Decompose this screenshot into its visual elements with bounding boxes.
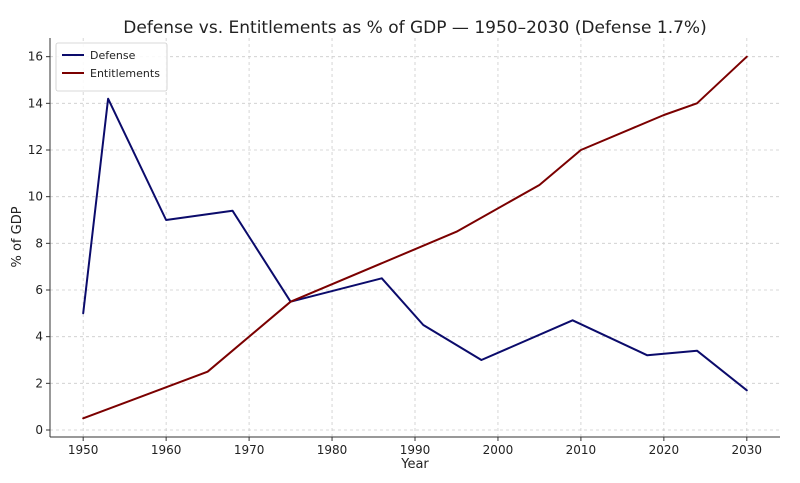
series-line-defense xyxy=(82,97,748,392)
y-tick-label: 12 xyxy=(28,143,43,157)
legend: Defense Entitlements xyxy=(55,42,168,92)
x-tick-label: 1950 xyxy=(68,443,99,457)
y-tick-label: 14 xyxy=(28,96,43,110)
y-tick-label: 6 xyxy=(35,283,43,297)
x-tick-label: 2020 xyxy=(649,443,680,457)
x-tick-label: 1990 xyxy=(400,443,431,457)
y-tick-label: 16 xyxy=(28,50,43,64)
x-tick-label: 2030 xyxy=(732,443,763,457)
y-tick-label: 2 xyxy=(35,376,43,390)
y-tick-label: 4 xyxy=(35,330,43,344)
x-tick-label: 1970 xyxy=(234,443,265,457)
legend-label-entitlements: Entitlements xyxy=(90,67,160,80)
y-tick-label: 0 xyxy=(35,423,43,437)
x-axis-label: Year xyxy=(400,457,429,472)
y-axis-label: % of GDP xyxy=(10,206,25,267)
series-line-entitlements xyxy=(82,55,748,420)
x-tick-label: 1960 xyxy=(151,443,182,457)
y-tick-label: 10 xyxy=(28,190,43,204)
legend-label-defense: Defense xyxy=(90,49,136,62)
x-tick-label: 1980 xyxy=(317,443,348,457)
chart-title: Defense vs. Entitlements as % of GDP — 1… xyxy=(123,18,706,38)
x-tick-label: 2000 xyxy=(483,443,514,457)
x-tick-label: 2010 xyxy=(566,443,597,457)
grid xyxy=(50,38,780,437)
y-tick-label: 8 xyxy=(35,236,43,250)
axes: 1950 1960 1970 1980 1990 2000 2010 2020 2030 0 2 4 6… xyxy=(28,38,780,457)
series-layer xyxy=(82,55,748,420)
